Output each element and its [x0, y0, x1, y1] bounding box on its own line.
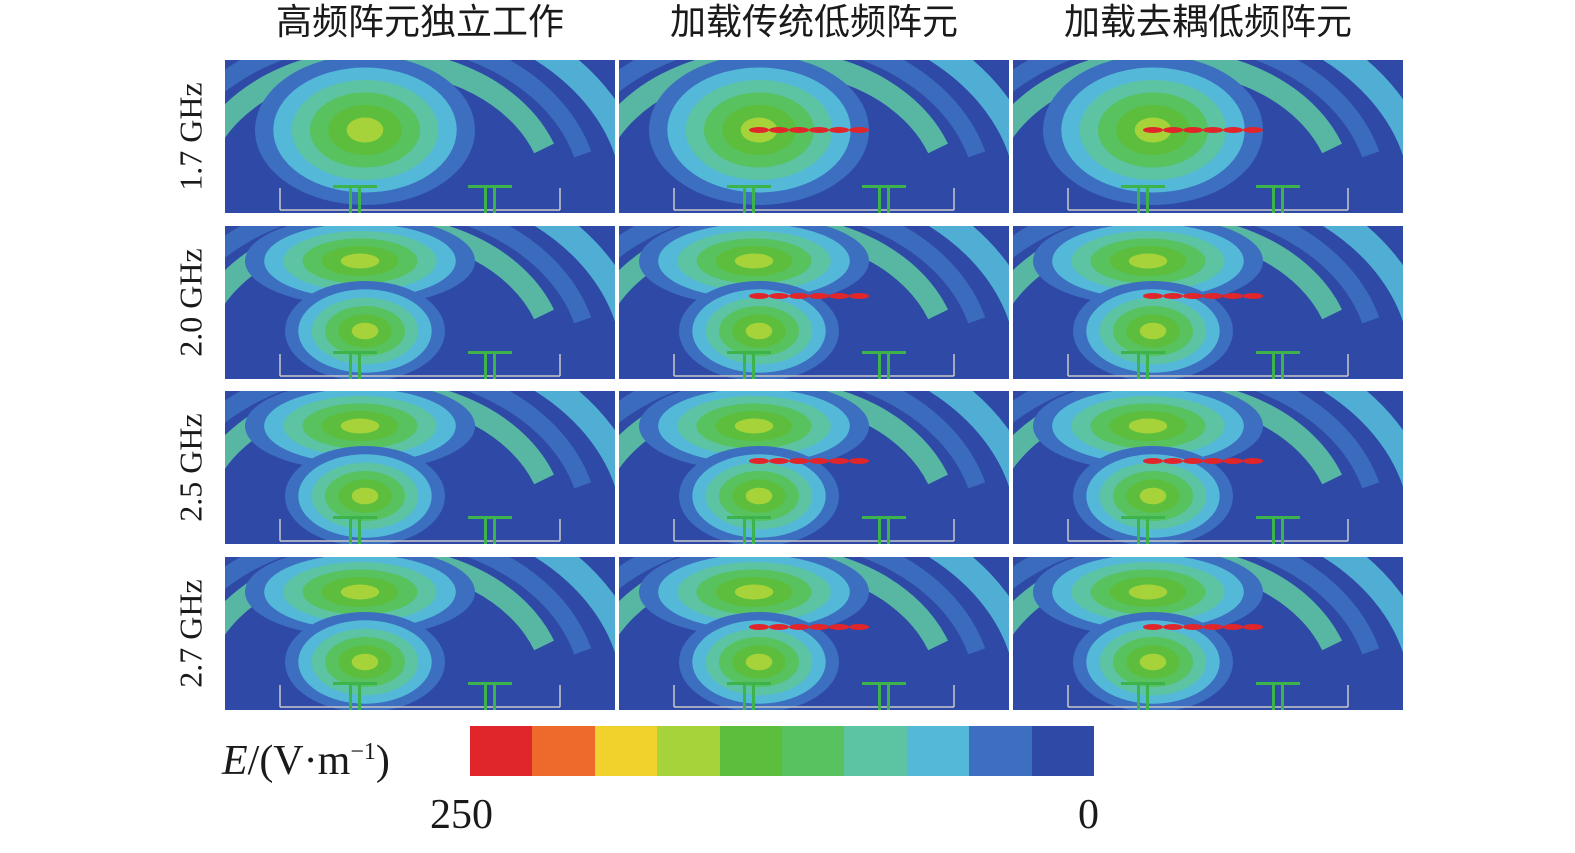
row-label-2-7ghz: 2.7 GHz [172, 579, 209, 688]
colorbar-label: E/(V·m−1) [222, 738, 390, 784]
field-panel-col1-row3 [225, 391, 615, 544]
field-panel-col3-row1 [1013, 60, 1403, 213]
field-panel-col3-row4 [1013, 557, 1403, 710]
colorbar-swatch [719, 726, 783, 776]
colorbar-swatch [594, 726, 658, 776]
colorbar-swatch [470, 726, 533, 776]
colorbar-swatch [1031, 726, 1095, 776]
field-panel-col3-row3 [1013, 391, 1403, 544]
colorbar-min-label: 0 [1078, 792, 1099, 838]
colorbar-max-label: 250 [430, 792, 493, 838]
field-panel-col1-row2 [225, 226, 615, 379]
field-panel-col3-row2 [1013, 226, 1403, 379]
field-panel-col1-row4 [225, 557, 615, 710]
field-panel-col2-row3 [619, 391, 1009, 544]
colorbar [470, 726, 1095, 776]
row-label-2-0ghz: 2.0 GHz [172, 248, 209, 357]
column-title-traditional-lowband: 加载传统低频阵元 [669, 2, 958, 43]
colorbar-swatch [906, 726, 970, 776]
column-title-decoupled-lowband: 加载去耦低频阵元 [1063, 2, 1352, 43]
column-title-standalone: 高频阵元独立工作 [275, 2, 564, 43]
field-panel-col2-row1 [619, 60, 1009, 213]
field-panel-col1-row1 [225, 60, 615, 213]
colorbar-swatch [657, 726, 720, 776]
field-panel-col2-row4 [619, 557, 1009, 710]
colorbar-swatch [782, 726, 845, 776]
row-label-2-5ghz: 2.5 GHz [172, 413, 209, 522]
row-label-1-7ghz: 1.7 GHz [172, 82, 209, 191]
colorbar-swatch [532, 726, 595, 776]
colorbar-swatch [844, 726, 907, 776]
colorbar-swatch [969, 726, 1032, 776]
field-panel-col2-row2 [619, 226, 1009, 379]
